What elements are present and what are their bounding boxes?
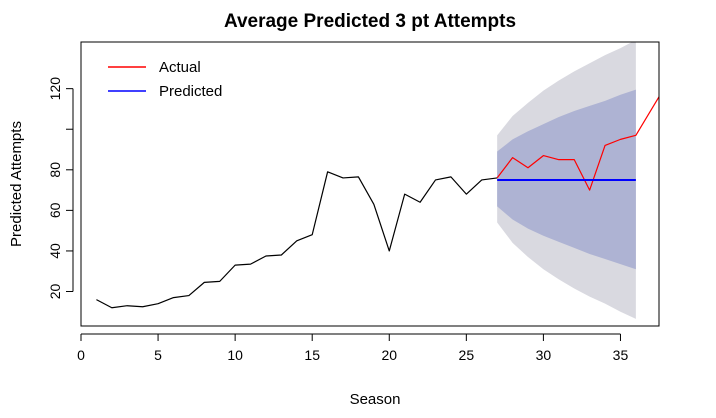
- x-tick-label: 10: [227, 347, 243, 363]
- actual-line: [496, 96, 659, 191]
- legend-label: Actual: [159, 59, 201, 76]
- y-axis: 20 40 60 80 120: [47, 77, 74, 300]
- y-tick-label: 20: [47, 284, 63, 300]
- x-tick-label: 15: [304, 347, 320, 363]
- chart-title: Average Predicted 3 pt Attempts: [224, 11, 516, 32]
- x-axis-label: Season: [350, 391, 401, 408]
- y-tick-label: 60: [47, 202, 63, 218]
- y-tick-label: 120: [47, 77, 63, 101]
- y-tick-label: 80: [47, 162, 63, 178]
- y-axis-label: Predicted Attempts: [8, 121, 25, 247]
- plot-area: [96, 42, 659, 319]
- x-tick-label: 5: [154, 347, 162, 363]
- x-tick-label: 35: [613, 347, 629, 363]
- x-tick-label: 20: [381, 347, 397, 363]
- y-tick-label: 40: [47, 243, 63, 259]
- x-tick-label: 25: [459, 347, 475, 363]
- x-axis: 0 5 10 15 20 25 30 35: [77, 333, 629, 363]
- history-line: [96, 171, 498, 309]
- legend: Actual Predicted: [108, 59, 222, 100]
- x-tick-label: 0: [77, 347, 85, 363]
- legend-label: Predicted: [159, 83, 222, 100]
- plot-frame: [80, 41, 660, 327]
- x-tick-label: 30: [536, 347, 552, 363]
